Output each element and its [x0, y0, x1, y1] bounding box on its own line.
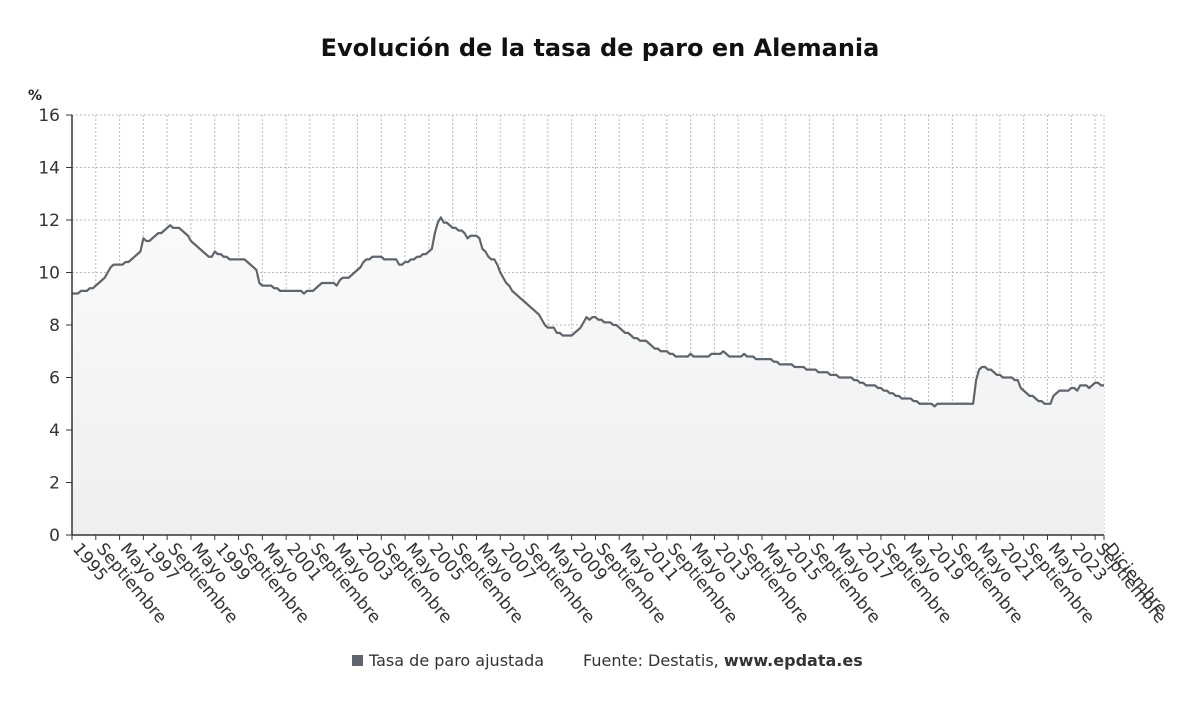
y-axis-label: % — [28, 88, 42, 104]
line — [72, 216, 1104, 408]
legend-swatch — [352, 655, 363, 666]
area — [72, 217, 1104, 535]
x-tick-label: Diciembre — [1100, 539, 1171, 618]
legend-label: Tasa de paro ajustada — [368, 651, 544, 670]
y-tick-label: 16 — [38, 106, 60, 126]
y-tick-label: 2 — [49, 474, 60, 494]
legend: Tasa de paro ajustada Fuente: Destatis, … — [352, 651, 863, 670]
source-text: Fuente: Destatis, — [583, 651, 719, 670]
y-tick-label: 12 — [38, 211, 60, 231]
source-link: www.epdata.es — [724, 651, 863, 670]
y-tick-label: 0 — [49, 526, 60, 546]
y-tick-label: 6 — [49, 369, 60, 389]
chart-title: Evolución de la tasa de paro en Alemania — [321, 34, 880, 62]
source: Fuente: Destatis, www.epdata.es — [583, 651, 863, 670]
y-tick-label: 14 — [38, 159, 60, 179]
y-tick-label: 8 — [49, 316, 60, 336]
y-tick-label: 10 — [38, 264, 60, 284]
y-tick-label: 4 — [49, 421, 60, 441]
